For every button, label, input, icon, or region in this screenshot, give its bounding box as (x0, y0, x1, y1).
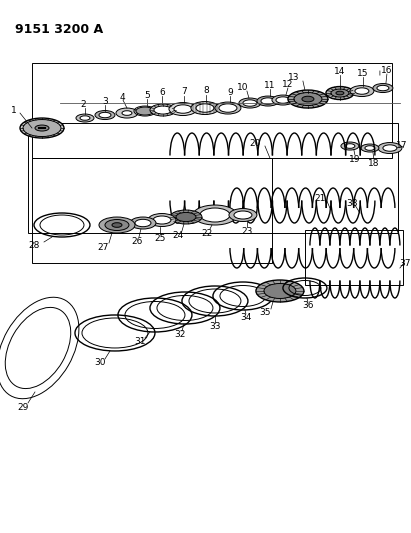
Text: 26: 26 (131, 237, 143, 246)
Text: 34: 34 (240, 313, 252, 322)
Ellipse shape (261, 98, 275, 104)
Ellipse shape (373, 84, 393, 93)
Ellipse shape (302, 96, 314, 102)
Ellipse shape (345, 144, 355, 148)
Ellipse shape (148, 214, 176, 227)
Text: 20: 20 (249, 139, 261, 148)
Text: 1: 1 (11, 106, 17, 115)
Ellipse shape (174, 105, 192, 113)
Ellipse shape (350, 85, 374, 96)
Ellipse shape (377, 85, 389, 91)
Text: 7: 7 (181, 86, 187, 95)
Text: 10: 10 (237, 83, 249, 92)
Ellipse shape (135, 219, 151, 227)
Ellipse shape (276, 97, 290, 103)
Ellipse shape (191, 102, 219, 115)
Ellipse shape (243, 100, 257, 106)
Ellipse shape (23, 119, 61, 136)
Ellipse shape (264, 284, 296, 298)
Ellipse shape (99, 217, 135, 233)
Ellipse shape (378, 142, 402, 154)
Text: 15: 15 (357, 69, 369, 77)
Text: 14: 14 (334, 67, 346, 76)
Text: 25: 25 (154, 233, 166, 243)
Ellipse shape (383, 145, 397, 151)
Ellipse shape (294, 93, 322, 106)
Text: 9: 9 (227, 87, 233, 96)
Ellipse shape (219, 104, 237, 112)
Text: 35: 35 (259, 309, 271, 318)
Ellipse shape (153, 216, 171, 224)
Text: 24: 24 (172, 230, 184, 239)
Ellipse shape (336, 91, 344, 95)
Text: 11: 11 (264, 80, 276, 90)
Ellipse shape (229, 208, 257, 222)
Ellipse shape (99, 112, 111, 118)
Ellipse shape (239, 98, 261, 108)
Text: 23: 23 (241, 227, 253, 236)
Ellipse shape (200, 208, 230, 222)
Text: 6: 6 (159, 87, 165, 96)
Ellipse shape (105, 220, 129, 230)
Ellipse shape (176, 213, 196, 222)
Text: 22: 22 (201, 229, 212, 238)
Ellipse shape (169, 102, 197, 116)
Ellipse shape (196, 104, 214, 112)
Text: 31: 31 (134, 337, 146, 346)
Ellipse shape (150, 104, 176, 116)
Text: 17: 17 (396, 141, 408, 150)
Text: 12: 12 (282, 79, 293, 88)
Text: 32: 32 (174, 330, 186, 340)
Text: 30: 30 (94, 359, 106, 367)
Text: 19: 19 (349, 155, 361, 164)
Ellipse shape (170, 210, 202, 224)
Ellipse shape (80, 116, 90, 120)
Ellipse shape (20, 118, 64, 138)
Ellipse shape (365, 146, 375, 150)
Ellipse shape (95, 110, 115, 119)
Ellipse shape (288, 90, 328, 108)
Ellipse shape (326, 86, 354, 100)
Ellipse shape (136, 107, 154, 115)
Text: 3: 3 (102, 96, 108, 106)
Text: 5: 5 (144, 91, 150, 100)
Text: 33: 33 (209, 322, 221, 332)
Text: 16: 16 (381, 66, 393, 75)
Text: 13: 13 (288, 72, 300, 82)
Ellipse shape (193, 205, 237, 225)
Text: 37: 37 (399, 259, 411, 268)
Text: 4: 4 (119, 93, 125, 102)
Text: 28: 28 (28, 240, 40, 249)
Ellipse shape (341, 142, 359, 150)
Text: 29: 29 (17, 403, 29, 413)
Text: 9151 3200 A: 9151 3200 A (15, 23, 103, 36)
Text: 38: 38 (346, 198, 358, 207)
Ellipse shape (256, 280, 304, 302)
Ellipse shape (35, 125, 49, 131)
Ellipse shape (272, 95, 294, 105)
Ellipse shape (355, 88, 369, 94)
Text: 2: 2 (80, 100, 86, 109)
Ellipse shape (257, 96, 279, 106)
Text: 21: 21 (314, 193, 326, 203)
Ellipse shape (112, 223, 122, 227)
Ellipse shape (361, 144, 379, 152)
Ellipse shape (331, 89, 349, 97)
Ellipse shape (116, 108, 138, 118)
Ellipse shape (76, 114, 94, 122)
Text: 27: 27 (97, 243, 109, 252)
Ellipse shape (215, 102, 241, 114)
Text: 8: 8 (203, 85, 209, 94)
Ellipse shape (154, 106, 172, 114)
Ellipse shape (234, 211, 252, 219)
Ellipse shape (122, 111, 132, 115)
Text: 18: 18 (368, 158, 380, 167)
Ellipse shape (130, 217, 156, 229)
Text: 36: 36 (302, 302, 314, 311)
